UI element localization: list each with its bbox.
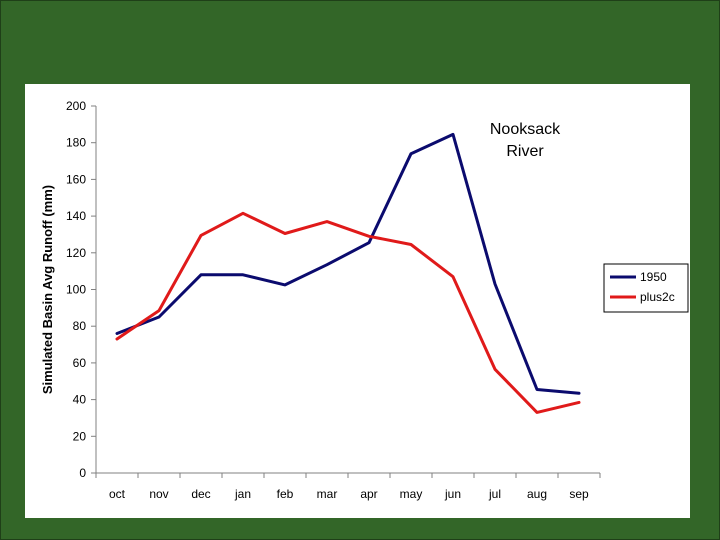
y-tick-label: 20 xyxy=(73,429,87,443)
x-tick-label: mar xyxy=(317,487,338,501)
data-point xyxy=(368,242,370,244)
data-point xyxy=(158,310,160,312)
y-tick-label: 160 xyxy=(66,172,86,186)
y-tick-label: 200 xyxy=(66,99,86,113)
y-tick-label: 60 xyxy=(73,356,87,370)
x-tick-label: oct xyxy=(109,487,126,501)
data-point xyxy=(368,235,370,237)
data-point xyxy=(326,221,328,223)
data-point xyxy=(242,274,244,276)
data-point xyxy=(326,264,328,266)
x-tick-label: apr xyxy=(360,487,377,501)
legend-label-plus2c: plus2c xyxy=(640,290,675,304)
legend: 1950 plus2c xyxy=(603,263,689,313)
x-tick-label: aug xyxy=(527,487,547,501)
data-point xyxy=(410,244,412,246)
data-point xyxy=(116,338,118,340)
annotation-group: Nooksack River xyxy=(490,121,561,160)
data-point xyxy=(536,411,538,413)
y-tick-label: 120 xyxy=(66,246,86,260)
data-point xyxy=(200,234,202,236)
chart-panel: 0 20 40 60 80 100 120 140 160 180 200 oct nov dec jan f… xyxy=(25,84,690,518)
data-point xyxy=(494,368,496,370)
data-point xyxy=(452,276,454,278)
x-tick-label: dec xyxy=(191,487,210,501)
data-point xyxy=(284,233,286,235)
data-point xyxy=(578,392,580,394)
x-tick-label: jan xyxy=(234,487,251,501)
x-tick-label: nov xyxy=(149,487,168,501)
data-point xyxy=(284,284,286,286)
x-tick-label: feb xyxy=(277,487,294,501)
y-tick-label: 80 xyxy=(73,319,87,333)
annotation-line: River xyxy=(506,143,544,160)
data-point xyxy=(200,274,202,276)
data-point xyxy=(410,153,412,155)
series-line-plus2c xyxy=(115,211,581,414)
y-tick-label: 140 xyxy=(66,209,86,223)
series-line-1950 xyxy=(115,132,581,395)
legend-label-1950: 1950 xyxy=(640,270,667,284)
y-tick-label: 40 xyxy=(73,393,87,407)
data-point xyxy=(578,401,580,403)
legend-box xyxy=(603,263,689,313)
y-tick-label: 100 xyxy=(66,283,86,297)
y-tick-label: 0 xyxy=(79,466,86,480)
axes: 0 20 40 60 80 100 120 140 160 180 200 oct nov dec jan f… xyxy=(66,99,601,501)
data-point xyxy=(536,389,538,391)
line-chart: 0 20 40 60 80 100 120 140 160 180 200 oct nov dec jan f… xyxy=(40,99,689,501)
data-point xyxy=(452,133,454,135)
y-tick-label: 180 xyxy=(66,136,86,150)
x-tick-label: jul xyxy=(488,487,501,501)
x-tick-label: sep xyxy=(569,487,589,501)
y-axis-label: Simulated Basin Avg Runoff (mm) xyxy=(40,185,55,394)
data-point xyxy=(116,333,118,335)
data-point xyxy=(158,316,160,318)
x-tick-label: may xyxy=(400,487,423,501)
annotation-line: Nooksack xyxy=(490,121,561,138)
series-layer xyxy=(115,132,581,414)
data-point xyxy=(494,283,496,285)
data-point xyxy=(242,212,244,214)
x-tick-label: jun xyxy=(444,487,461,501)
